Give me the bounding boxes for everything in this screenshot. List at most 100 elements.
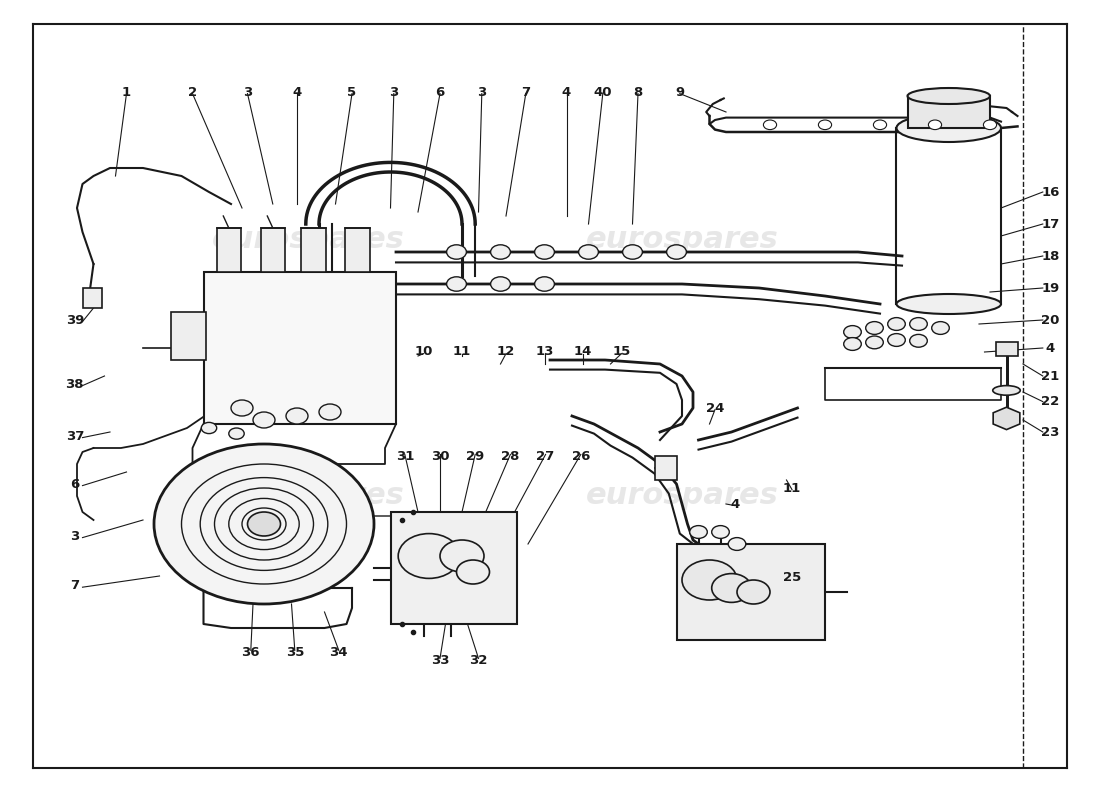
Text: 3: 3 <box>70 530 79 542</box>
Circle shape <box>491 277 510 291</box>
Text: 38: 38 <box>66 378 84 390</box>
Circle shape <box>910 334 927 347</box>
Text: 2: 2 <box>188 86 197 98</box>
Text: 3: 3 <box>389 86 398 98</box>
Ellipse shape <box>992 386 1021 395</box>
Text: 23: 23 <box>1042 426 1059 438</box>
Text: 31: 31 <box>396 450 414 462</box>
Text: 11: 11 <box>453 346 471 358</box>
Circle shape <box>248 512 280 536</box>
Text: 3: 3 <box>243 86 252 98</box>
Circle shape <box>201 422 217 434</box>
Text: 4: 4 <box>562 86 571 98</box>
Circle shape <box>866 336 883 349</box>
Text: 14: 14 <box>574 346 592 358</box>
Text: 15: 15 <box>613 346 630 358</box>
Circle shape <box>286 408 308 424</box>
Circle shape <box>866 322 883 334</box>
Text: eurospares: eurospares <box>211 226 405 254</box>
Circle shape <box>844 338 861 350</box>
Circle shape <box>456 560 490 584</box>
Text: 18: 18 <box>1042 250 1059 262</box>
Bar <box>676 544 825 640</box>
Text: 16: 16 <box>1042 186 1059 198</box>
Circle shape <box>737 580 770 604</box>
Text: 5: 5 <box>348 86 356 98</box>
Circle shape <box>818 120 832 130</box>
Text: 32: 32 <box>470 654 487 666</box>
Text: 6: 6 <box>436 86 444 98</box>
Text: 10: 10 <box>415 346 432 358</box>
Text: 11: 11 <box>783 482 801 494</box>
Circle shape <box>928 120 942 130</box>
Bar <box>996 342 1018 356</box>
Circle shape <box>535 245 554 259</box>
Bar <box>301 228 326 272</box>
Bar <box>261 228 285 272</box>
Circle shape <box>667 245 686 259</box>
Bar <box>345 228 370 272</box>
Text: 19: 19 <box>1042 282 1059 294</box>
Circle shape <box>253 412 275 428</box>
Text: 4: 4 <box>1046 342 1055 354</box>
Text: 13: 13 <box>536 346 553 358</box>
Text: 7: 7 <box>70 579 79 592</box>
Text: 1: 1 <box>122 86 131 98</box>
Text: eurospares: eurospares <box>211 482 405 510</box>
Circle shape <box>844 326 861 338</box>
Text: 36: 36 <box>242 646 260 658</box>
Polygon shape <box>993 407 1020 430</box>
Text: 35: 35 <box>286 646 304 658</box>
Bar <box>82 288 102 308</box>
Text: 34: 34 <box>330 646 348 658</box>
Text: 17: 17 <box>1042 218 1059 230</box>
Circle shape <box>398 534 460 578</box>
Text: 20: 20 <box>1042 314 1059 326</box>
Text: 30: 30 <box>431 450 449 462</box>
Text: 4: 4 <box>730 498 739 510</box>
Text: 40: 40 <box>594 86 612 98</box>
Circle shape <box>728 538 746 550</box>
Circle shape <box>682 560 737 600</box>
Text: 6: 6 <box>70 478 79 490</box>
Text: 21: 21 <box>1042 370 1059 382</box>
Text: 9: 9 <box>675 86 684 98</box>
Text: 3: 3 <box>477 86 486 98</box>
Ellipse shape <box>896 294 1001 314</box>
Text: eurospares: eurospares <box>585 482 779 510</box>
Text: 37: 37 <box>66 430 84 442</box>
Circle shape <box>623 245 642 259</box>
Text: 7: 7 <box>521 86 530 98</box>
Text: 12: 12 <box>497 346 515 358</box>
Ellipse shape <box>896 114 1001 142</box>
Circle shape <box>763 120 777 130</box>
Text: 33: 33 <box>431 654 449 666</box>
Bar <box>654 456 676 480</box>
Bar <box>217 228 241 272</box>
Text: 24: 24 <box>706 402 724 414</box>
Ellipse shape <box>908 88 990 104</box>
Circle shape <box>712 526 729 538</box>
Text: eurospares: eurospares <box>585 226 779 254</box>
Circle shape <box>535 277 554 291</box>
Circle shape <box>712 574 751 602</box>
Circle shape <box>690 526 707 538</box>
Circle shape <box>888 334 905 346</box>
Circle shape <box>231 400 253 416</box>
Circle shape <box>447 245 466 259</box>
Bar <box>390 512 517 624</box>
Circle shape <box>910 318 927 330</box>
Text: 22: 22 <box>1042 395 1059 408</box>
Circle shape <box>873 120 887 130</box>
Text: 25: 25 <box>783 571 801 584</box>
Text: 28: 28 <box>502 450 519 462</box>
Bar <box>204 272 396 424</box>
Circle shape <box>440 540 484 572</box>
Circle shape <box>447 277 466 291</box>
Text: 27: 27 <box>537 450 554 462</box>
Text: 39: 39 <box>66 314 84 326</box>
Text: 29: 29 <box>466 450 484 462</box>
Circle shape <box>932 322 949 334</box>
Text: 26: 26 <box>572 450 590 462</box>
Text: 8: 8 <box>634 86 642 98</box>
